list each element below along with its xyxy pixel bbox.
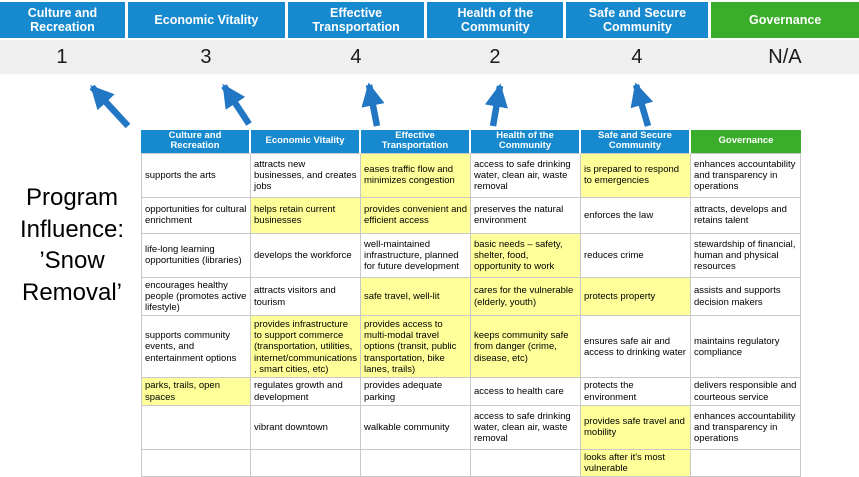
- pillar-header: Culture and Recreation: [0, 2, 125, 38]
- pillar-score: 1: [56, 45, 68, 68]
- matrix-cell: protects property: [581, 277, 691, 317]
- matrix-cell: helps retain current businesses: [251, 197, 361, 234]
- matrix-row: parks, trails, open spaces regulates grow…: [141, 378, 801, 406]
- matrix-cell: safe travel, well-lit: [361, 277, 471, 317]
- pillar-score: 4: [631, 45, 643, 68]
- matrix-cell: life-long learning opportunities (librar…: [141, 233, 251, 278]
- matrix-cell: basic needs – safety, shelter, food, opp…: [471, 233, 581, 278]
- matrix-cell: ensures safe air and access to drinking …: [581, 316, 691, 379]
- matrix-header: Governance: [691, 130, 801, 154]
- pillar-score: 2: [489, 45, 501, 68]
- matrix-cell: [141, 405, 251, 450]
- matrix-cell: provides access to multi-modal travel op…: [361, 316, 471, 379]
- matrix-header: Culture and Recreation: [141, 130, 251, 154]
- matrix-cell: supports the arts: [141, 153, 251, 198]
- matrix-cell: enhances accountability and transparency…: [691, 153, 801, 198]
- matrix-cell: preserves the natural environment: [471, 197, 581, 234]
- matrix-cell: access to health care: [471, 378, 581, 406]
- matrix-cell: looks after it's most vulnerable: [581, 449, 691, 477]
- matrix-cell: [691, 449, 801, 477]
- matrix-cell: encourages healthy people (promotes acti…: [141, 277, 251, 317]
- pillar-header: Health of the Community: [427, 2, 564, 38]
- matrix-cell: [251, 449, 361, 477]
- matrix-cell: assists and supports decision makers: [691, 277, 801, 317]
- matrix-header-row: Culture and Recreation Economic Vitality E…: [141, 130, 801, 154]
- matrix-cell: attracts new businesses, and creates job…: [251, 153, 361, 198]
- matrix-cell: cares for the vulnerable (elderly, youth…: [471, 277, 581, 317]
- score-row: 1 3 4 2 4 N/A: [0, 40, 859, 74]
- matrix-cell: walkable community: [361, 405, 471, 450]
- matrix-header: Safe and Secure Community: [581, 130, 691, 154]
- matrix-row: supports the arts attracts new businesses…: [141, 153, 801, 198]
- matrix-cell: [361, 449, 471, 477]
- matrix-cell: [471, 449, 581, 477]
- matrix-row: vibrant downtown walkable community access…: [141, 405, 801, 450]
- pillar-header: Economic Vitality: [127, 2, 285, 38]
- matrix-header: Economic Vitality: [251, 130, 361, 154]
- up-arrow-icon: [630, 82, 654, 127]
- pillar-header-row: Culture and Recreation Economic Vitality E…: [0, 2, 859, 38]
- matrix-cell: access to safe drinking water, clean air…: [471, 405, 581, 450]
- matrix-cell: supports community events, and entertain…: [141, 316, 251, 379]
- matrix-cell: attracts, develops and retains talent: [691, 197, 801, 234]
- matrix-header: Health of the Community: [471, 130, 581, 154]
- up-arrow-icon: [89, 84, 131, 129]
- matrix-cell: attracts visitors and tourism: [251, 277, 361, 317]
- pillar-score: 4: [350, 45, 362, 68]
- pillar-score: N/A: [768, 45, 802, 68]
- matrix-cell: provides convenient and efficient access: [361, 197, 471, 234]
- pillar-score: 3: [200, 45, 212, 68]
- matrix-cell: keeps community safe from danger (crime,…: [471, 316, 581, 379]
- matrix-cell: provides adequate parking: [361, 378, 471, 406]
- program-influence-title: Program Influence: ’Snow Removal’: [19, 184, 125, 307]
- matrix-cell: reduces crime: [581, 233, 691, 278]
- matrix-row: life-long learning opportunities (librar…: [141, 233, 801, 278]
- matrix-cell: provides safe travel and mobility: [581, 405, 691, 450]
- pillar-header: Governance: [711, 2, 859, 38]
- matrix-cell: enhances accountability and transparency…: [691, 405, 801, 450]
- matrix-cell: well-maintained infrastructure, planned …: [361, 233, 471, 278]
- matrix-cell: delivers responsible and courteous servi…: [691, 378, 801, 406]
- matrix-cell: parks, trails, open spaces: [141, 378, 251, 406]
- matrix-cell: regulates growth and development: [251, 378, 361, 406]
- matrix-row: encourages healthy people (promotes acti…: [141, 277, 801, 317]
- matrix-row: supports community events, and entertain…: [141, 316, 801, 379]
- up-arrow-icon: [221, 83, 252, 126]
- matrix-cell: eases traffic flow and minimizes congest…: [361, 153, 471, 198]
- matrix-cell: develops the workforce: [251, 233, 361, 278]
- matrix-cell: stewardship of financial, human and phys…: [691, 233, 801, 278]
- matrix-cell: maintains regulatory compliance: [691, 316, 801, 379]
- matrix-cell: provides infrastructure to support comme…: [251, 316, 361, 379]
- up-arrow-icon: [361, 82, 385, 127]
- matrix-body: supports the arts attracts new businesses…: [141, 153, 801, 477]
- matrix-cell: access to safe drinking water, clean air…: [471, 153, 581, 198]
- score-arrows: [89, 82, 654, 129]
- pillar-header: Safe and Secure Community: [566, 2, 709, 38]
- matrix-header: Effective Transportation: [361, 130, 471, 154]
- up-arrow-icon: [484, 83, 508, 127]
- matrix-cell: enforces the law: [581, 197, 691, 234]
- influence-matrix: Culture and Recreation Economic Vitality E…: [141, 130, 801, 477]
- matrix-cell: is prepared to respond to emergencies: [581, 153, 691, 198]
- pillar-header: Effective Transportation: [287, 2, 425, 38]
- matrix-row: looks after it's most vulnerable: [141, 449, 801, 477]
- matrix-cell: protects the environment: [581, 378, 691, 406]
- matrix-cell: opportunities for cultural enrichment: [141, 197, 251, 234]
- matrix-row: opportunities for cultural enrichment hel…: [141, 197, 801, 234]
- matrix-cell: [141, 449, 251, 477]
- matrix-cell: vibrant downtown: [251, 405, 361, 450]
